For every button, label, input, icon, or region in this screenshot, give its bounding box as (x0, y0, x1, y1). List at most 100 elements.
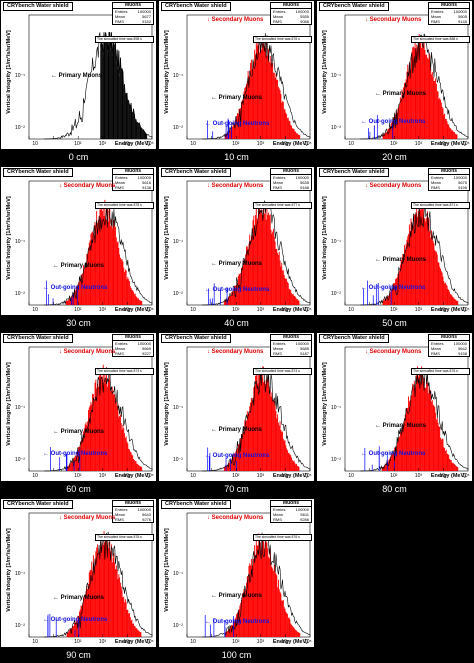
panel-8: CRYbench Water shield Muons Entries 10000… (316, 332, 473, 497)
stats-value: 9138 (142, 185, 151, 190)
histogram-svg (344, 346, 469, 472)
x-tick-label: 10² (390, 307, 398, 313)
histogram-panel: CRYbench Water shield Muons Entries 10000… (1, 1, 156, 149)
primary-muons-label: ← Primary Muons (211, 261, 263, 267)
y-tick-label: 10⁻² (173, 457, 183, 463)
y-axis-label: Vertical Integrity [1/m²/s/sr/MeV] (6, 196, 12, 280)
stats-row-rms: RMS 9227 (113, 351, 153, 356)
stats-key: Entries (273, 9, 286, 14)
depth-caption: 50 cm (382, 318, 407, 328)
stats-row-entries: Entries 100000 (429, 341, 469, 346)
y-tick-label: 10⁻² (15, 457, 25, 463)
sim-time-note: The simualted time was 871 s (411, 202, 470, 209)
stats-row-entries: Entries 100000 (271, 175, 311, 180)
histogram-panel: CRYbench Water shield Muons Entries 10000… (317, 1, 472, 149)
stats-key: Entries (431, 341, 444, 346)
panel-title: CRYbench Water shield (161, 2, 231, 11)
histogram-panel: CRYbench Water shield Muons Entries 10000… (1, 499, 156, 647)
neutrons-label: ← Out-going Neutrons (205, 121, 270, 127)
x-tick-label: 10⁴ (281, 141, 290, 147)
neutrons-label: ← Out-going Neutrons (361, 285, 426, 291)
stats-value: 9188 (300, 185, 309, 190)
y-tick-label: 10⁻² (173, 125, 183, 131)
x-tick-label: 10⁵ (146, 307, 154, 313)
stats-header: Muons (429, 3, 469, 9)
stats-key: Entries (115, 9, 128, 14)
x-tick-label: 10² (232, 307, 240, 313)
stats-row-entries: Entries 100000 (113, 9, 153, 14)
y-axis-label: Vertical Integrity [1/m²/s/sr/MeV] (164, 30, 170, 114)
stats-key: Mean (431, 346, 442, 351)
primary-muons-label: ← Primary Muons (51, 73, 103, 79)
y-axis-label: Vertical Integrity [1/m²/s/sr/MeV] (322, 30, 328, 114)
panel-9: CRYbench Water shield Muons Entries 10000… (0, 498, 157, 663)
stats-row-mean: Mean 5643 (113, 512, 153, 517)
stats-row-entries: Entries 100000 (113, 341, 153, 346)
x-tick-label: 10² (390, 141, 398, 147)
depth-caption: 30 cm (66, 318, 91, 328)
stats-row-mean: Mean 5605 (429, 14, 469, 19)
primary-muon-line (44, 368, 152, 472)
stats-value: 5669 (142, 346, 151, 351)
x-tick-label: 10⁵ (304, 307, 312, 313)
stats-header: Muons (429, 335, 469, 341)
stats-value: 100000 (295, 341, 309, 346)
stats-header: Muons (113, 501, 153, 507)
stats-row-rms: RMS 9086 (271, 19, 311, 24)
neutrons-label: ← Out-going Neutrons (43, 617, 108, 623)
stats-value: 9145 (458, 19, 467, 24)
x-tick-label: 10⁴ (281, 639, 290, 645)
x-axis-label: Energy (MeV) (272, 473, 308, 479)
stats-key: Entries (431, 9, 444, 14)
stats-key: RMS (431, 185, 440, 190)
histogram-svg (28, 14, 153, 140)
y-tick-label: 10⁻² (173, 623, 183, 629)
y-tick-label: 10⁻² (15, 291, 25, 297)
primary-muons-label: ← Primary Muons (375, 91, 427, 97)
histogram-svg (186, 512, 311, 638)
x-tick-label: 10 (190, 307, 196, 313)
stats-row-entries: Entries 100000 (271, 341, 311, 346)
stats-row-mean: Mean 5675 (429, 180, 469, 185)
primary-muons-label: ← Primary Muons (211, 95, 263, 101)
secondary-muons-label: ↓ Secondary Muons (365, 183, 422, 189)
stats-key: Mean (273, 346, 284, 351)
primary-muon-line (44, 32, 152, 140)
stats-key: Entries (115, 341, 128, 346)
panel-title: CRYbench Water shield (161, 500, 231, 509)
neutrons-label: ← Out-going Neutrons (205, 287, 270, 293)
x-tick-label: 10⁵ (462, 473, 470, 479)
stats-header: Muons (271, 169, 311, 175)
x-tick-label: 10³ (414, 473, 423, 479)
x-tick-label: 10 (32, 141, 38, 147)
stats-value: 9152 (142, 19, 151, 24)
panel-1: CRYbench Water shield Muons Entries 10000… (158, 0, 315, 165)
x-axis-label: Energy (MeV) (430, 307, 466, 313)
histogram-panel: CRYbench Water shield Muons Entries 10000… (159, 499, 314, 647)
stats-box: Muons Entries 100000 Mean 5616 RMS 9138 (112, 168, 154, 191)
x-axis-label: Energy (MeV) (272, 307, 308, 313)
stats-key: RMS (273, 185, 282, 190)
sim-time-note: The simualted time was 874 s (253, 368, 312, 375)
stats-row-mean: Mean 5616 (113, 180, 153, 185)
x-tick-label: 10 (32, 639, 38, 645)
x-axis-label: Energy (MeV) (114, 639, 150, 645)
primary-muons-label: ← Primary Muons (211, 427, 263, 433)
y-tick-label: 10⁻² (173, 291, 183, 297)
stats-header: Muons (113, 3, 153, 9)
x-tick-label: 10³ (414, 141, 423, 147)
depth-caption: 20 cm (382, 152, 407, 162)
x-tick-label: 10³ (256, 141, 265, 147)
stats-row-entries: Entries 100000 (429, 9, 469, 14)
x-tick-label: 10⁵ (304, 639, 312, 645)
neutrons-label: ← Out-going Neutrons (205, 619, 270, 625)
x-tick-label: 10⁴ (123, 307, 132, 313)
primary-muon-line (202, 367, 310, 472)
depth-caption: 70 cm (224, 484, 249, 494)
histogram-svg (344, 14, 469, 140)
sim-time-note: The simualted time was 888 s (411, 36, 470, 43)
primary-muon-line (202, 33, 310, 140)
stats-key: Mean (431, 14, 442, 19)
histogram-panel: CRYbench Water shield Muons Entries 10000… (1, 167, 156, 315)
panel-2: CRYbench Water shield Muons Entries 10000… (316, 0, 473, 165)
